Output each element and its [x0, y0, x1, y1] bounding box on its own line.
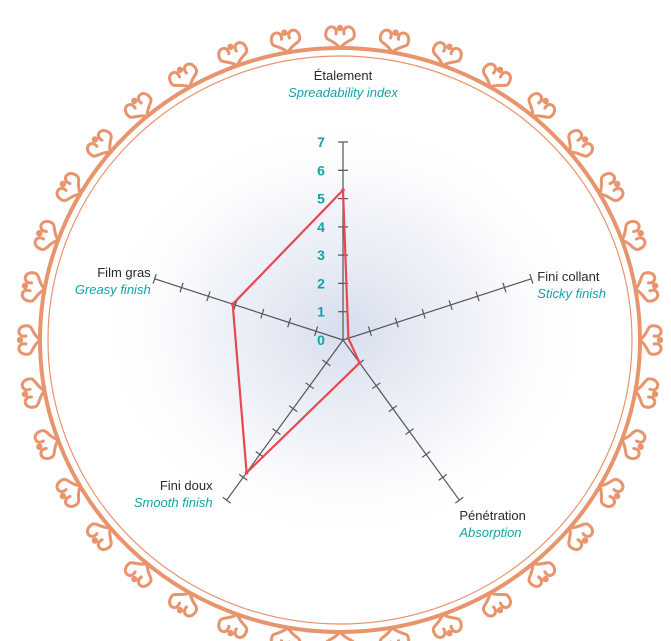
frame-flourish: [638, 324, 664, 356]
frame-flourish: [16, 324, 42, 356]
series-point: [357, 361, 362, 365]
axis-tick: [502, 282, 507, 293]
axis-label-fr: Fini collant: [537, 269, 600, 284]
frame-flourish: [55, 477, 82, 508]
axis-tick: [206, 291, 211, 302]
axis-label-en: Greasy finish: [75, 282, 151, 297]
axis-tick: [448, 300, 453, 310]
tick-label: 0: [317, 332, 325, 348]
axis-tick: [529, 273, 534, 284]
axis-label-en: Smooth finish: [134, 495, 213, 510]
frame-flourish: [431, 41, 463, 68]
frame-flourish: [567, 522, 595, 552]
axis-label-fr: Pénétration: [459, 508, 526, 523]
ornate-oval-frame: [16, 24, 664, 641]
frame-flourish: [217, 41, 249, 68]
frame-flourish: [55, 172, 82, 203]
axis-tick: [321, 359, 331, 367]
frame-flourish: [33, 429, 60, 461]
frame-flourish: [598, 477, 625, 508]
axis-line: [342, 339, 460, 501]
frame-flourish: [20, 377, 47, 409]
frame-flourish: [123, 92, 153, 119]
axis-tick: [179, 282, 184, 293]
axis-line: [342, 278, 532, 341]
axis-tick: [454, 496, 464, 504]
radar-series: [230, 188, 362, 475]
tick-label: 1: [317, 304, 325, 320]
axis-label-fr: Étalement: [314, 68, 373, 83]
frame-flourish: [431, 612, 463, 639]
series-point: [346, 336, 351, 341]
axis-tick: [238, 473, 248, 481]
axis-tick: [287, 317, 292, 328]
frame-flourish: [598, 172, 625, 203]
tick-label: 7: [317, 134, 325, 150]
axis-tick: [288, 405, 298, 413]
frame-flourish: [168, 62, 199, 89]
axis-tick: [475, 291, 480, 302]
axis-tick: [314, 326, 319, 337]
frame-flourish: [123, 561, 153, 588]
axis-tick: [367, 326, 372, 337]
axis-line: [154, 278, 344, 341]
frame-flourish: [85, 128, 113, 158]
axis-label-en: Sticky finish: [537, 286, 606, 301]
tick-label: 2: [317, 275, 325, 291]
frame-flourish: [324, 24, 356, 50]
tick-label: 3: [317, 247, 325, 263]
series-point: [341, 188, 345, 192]
background-glow: [95, 115, 595, 545]
frame-flourish: [85, 522, 113, 552]
axis-tick: [305, 382, 315, 390]
tick-label: 6: [317, 162, 325, 178]
axis-tick: [272, 428, 281, 435]
axis-tick: [222, 496, 232, 504]
frame-flourish: [378, 28, 411, 54]
axis-tick: [421, 451, 431, 458]
tick-label: 5: [317, 191, 325, 207]
frame-flourish: [527, 92, 557, 119]
series-point: [244, 470, 249, 475]
axis-tick: [438, 473, 448, 481]
frame-flourish: [620, 219, 647, 251]
series-polygon: [231, 189, 361, 474]
axis-label-en: Spreadability index: [288, 85, 398, 100]
radar-axis-labels: Étalement Spreadability index Fini collant…: [75, 68, 606, 540]
axis-label-fr: Fini doux: [160, 478, 213, 493]
frame-flourish: [481, 62, 512, 89]
frame-flourish: [633, 377, 660, 409]
frame-flourish: [567, 128, 595, 158]
tick-label: 4: [317, 219, 325, 235]
axis-tick: [421, 308, 426, 319]
frame-flourish: [481, 591, 512, 618]
frame-flourish: [33, 219, 60, 251]
frame-flourish: [633, 271, 660, 303]
frame-flourish: [20, 271, 47, 303]
radar-tick-labels: 0 1 2 3 4 5 6 7: [317, 134, 325, 348]
axis-tick: [371, 382, 381, 390]
axis-label-fr: Film gras: [97, 265, 151, 280]
axis-tick: [152, 273, 157, 284]
axis-tick: [394, 317, 399, 328]
frame-flourish: [217, 612, 249, 639]
axis-tick: [260, 308, 265, 319]
frame-flourish: [620, 429, 647, 461]
series-point: [230, 302, 235, 307]
frame-flourish: [269, 28, 302, 54]
frame-flourish: [325, 630, 355, 641]
frame-flourish: [168, 591, 199, 618]
axis-tick: [405, 428, 414, 435]
frame-flourish: [527, 561, 557, 588]
axis-tick: [388, 405, 398, 413]
axis-label-en: Absorption: [458, 525, 521, 540]
